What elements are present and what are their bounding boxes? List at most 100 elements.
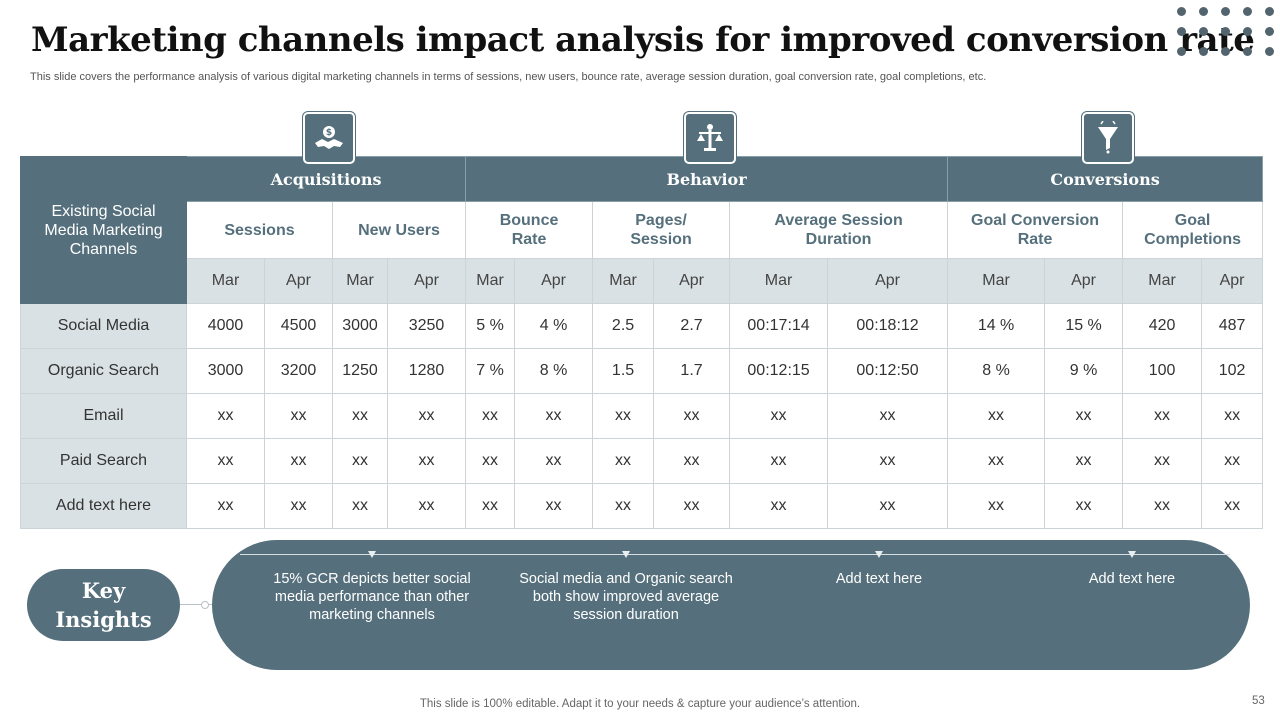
table-cell: xx [186,393,265,439]
table-cell: xx [729,393,829,439]
channels-table: Existing Social Media Marketing Channels… [20,156,1264,529]
insight-marker [1128,551,1136,558]
table-cell: xx [1201,393,1264,439]
metric-bounce-rate: Bounce Rate [465,201,594,259]
insight-marker [368,551,376,558]
table-cell: 2.7 [653,303,731,349]
metric-label: Average Session Duration [774,212,903,248]
table-cell: xx [592,438,655,484]
table-cell: 487 [1201,303,1264,349]
decorative-dot [1221,47,1230,56]
decorative-dot [1221,27,1230,36]
decorative-dot [1199,27,1208,36]
decorative-dot [1177,7,1186,16]
table-row: Organic Search 3000 3200 1250 1280 7 % 8 % 1.5 1… [20,348,1264,394]
scale-balance-icon [684,112,736,164]
connector-dot [201,601,209,609]
table-cell: xx [1044,438,1124,484]
decorative-dot [1265,7,1274,16]
table-cell: xx [186,483,265,529]
decorative-dot [1199,7,1208,16]
channel-label: Organic Search [20,348,187,394]
table-row: Email xx xx xx xx xx xx xx xx xx xx xx xx xx xx [20,393,1264,439]
month-header: Apr [386,258,467,304]
table-cell: xx [332,438,388,484]
table-cell: xx [465,393,516,439]
table-cell: xx [514,438,594,484]
metric-label: Sessions [224,221,295,239]
month-header: Apr [1044,258,1124,304]
table-cell: 7 % [465,348,516,394]
table-cell: xx [729,438,829,484]
insight-marker [622,551,630,558]
table-cell: xx [947,483,1046,529]
table-cell: 00:18:12 [827,303,949,349]
table-cell: xx [1122,483,1203,529]
table-cell: xx [827,483,949,529]
table-cell: xx [332,393,388,439]
table-cell: 1250 [332,348,388,394]
table-cell: 3000 [186,348,265,394]
table-cell: xx [827,393,949,439]
decorative-dot [1243,47,1252,56]
insight-item-4: Add text here [1088,571,1176,587]
table-cell: 1.5 [592,348,655,394]
page-subtitle: This slide covers the performance analys… [30,71,987,83]
connector-line [180,604,214,605]
channel-label: Add text here [20,483,187,529]
metric-avg-session-duration: Average Session Duration [729,201,949,259]
channels-header-label: Existing Social Media Marketing Channels [44,202,163,258]
month-header: Apr [1201,258,1264,304]
table-cell: xx [1122,393,1203,439]
table-cell: 4500 [264,303,333,349]
table-cell: 00:17:14 [729,303,829,349]
channel-label: Email [20,393,187,439]
table-cell: xx [386,438,467,484]
group-conversions: Conversions [947,156,1264,202]
table-cell: 1.7 [653,348,731,394]
table-cell: 4 % [514,303,594,349]
table-cell: 1280 [386,348,467,394]
table-cell: xx [729,483,829,529]
metric-label: Pages/ Session [630,212,692,248]
metric-goal-completions: Goal Completions [1122,201,1264,259]
handshake-icon: $ [303,112,355,164]
table-cell: xx [264,393,333,439]
table-cell: xx [386,483,467,529]
decorative-dots [1177,7,1277,56]
channel-label: Paid Search [20,438,187,484]
table-row: Add text here xx xx xx xx xx xx xx xx xx xx xx xx xx x… [20,483,1264,529]
insight-item-3: Add text here [835,571,923,587]
month-header: Mar [465,258,516,304]
metric-label: Goal Conversion Rate [971,212,1100,248]
decorative-dot [1265,27,1274,36]
month-header: Mar [592,258,655,304]
table-cell: xx [264,438,333,484]
metric-new-users: New Users [331,201,467,259]
key-insights-text: Key Insights [55,578,152,632]
table-cell: 2.5 [592,303,655,349]
table-cell: 8 % [514,348,594,394]
decorative-dot [1265,47,1274,56]
insights-band-line [240,554,1230,555]
insight-marker [875,551,883,558]
channels-header: Existing Social Media Marketing Channels [20,156,187,304]
table-cell: xx [1044,483,1124,529]
table-cell: xx [1044,393,1124,439]
table-cell: 102 [1201,348,1264,394]
month-header: Apr [653,258,731,304]
table-cell: xx [592,393,655,439]
month-header: Mar [186,258,265,304]
insight-item-1: 15% GCR depicts better social media perf… [273,571,471,623]
month-header: Apr [264,258,333,304]
decorative-dot [1177,27,1186,36]
insight-item-2: Social media and Organic search both sho… [519,571,733,623]
footer-note: This slide is 100% editable. Adapt it to… [419,698,861,710]
table-cell: 14 % [947,303,1046,349]
table-cell: xx [186,438,265,484]
table-cell: xx [947,438,1046,484]
table-cell: 9 % [1044,348,1124,394]
month-header: Apr [827,258,949,304]
month-header: Apr [514,258,594,304]
metric-pages-session: Pages/ Session [592,201,731,259]
